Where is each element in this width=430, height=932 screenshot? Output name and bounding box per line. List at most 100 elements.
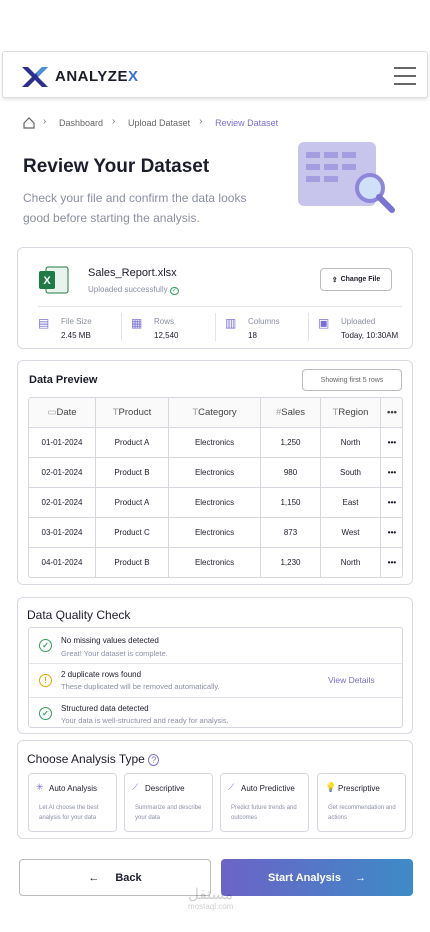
logo-accent: X — [127, 68, 139, 85]
status-icon: ✓ — [39, 706, 52, 720]
table-cell: 873 — [261, 518, 321, 548]
file-name: Sales_Report.xlsx — [88, 267, 177, 279]
quality-item: ✓ No missing values detected Great! Your d… — [29, 628, 402, 664]
row-menu[interactable]: ••• — [381, 458, 402, 488]
analysis-option[interactable]: ✳ Auto Analysis Let AI choose the best ana… — [28, 773, 117, 832]
option-name: Descriptive — [145, 784, 185, 793]
back-button[interactable]: ← Back — [19, 859, 211, 896]
quality-item: ! 2 duplicate rows found These duplicated … — [29, 664, 402, 698]
table-cell: Electronics — [169, 548, 261, 577]
option-icon: ✳ — [36, 782, 44, 792]
start-button[interactable]: Start Analysis → — [221, 859, 413, 896]
table-cell: Product C — [96, 518, 169, 548]
stat-label: Uploaded — [341, 317, 376, 326]
option-name: Auto Predictive — [241, 784, 295, 793]
column-header: T Region — [321, 398, 381, 428]
excel-icon: X — [39, 266, 69, 294]
section-title: Data Preview — [29, 374, 98, 386]
page-title: Review Your Dataset — [23, 156, 210, 177]
analysis-option[interactable]: ⟋ Descriptive Summarize and describe your … — [124, 773, 213, 832]
home-icon[interactable] — [22, 116, 36, 130]
column-header: # Sales — [261, 398, 321, 428]
illustration — [298, 142, 395, 213]
breadcrumb-item[interactable]: Upload Dataset — [128, 118, 191, 128]
column-header: T Category — [169, 398, 261, 428]
option-icon: ⟋ — [132, 782, 139, 792]
stat-value: Today, 10:30AM — [341, 331, 399, 340]
svg-text:X: X — [43, 275, 51, 287]
table-cell: North — [321, 428, 381, 458]
table-cell: 1,250 — [261, 428, 321, 458]
change-file-button[interactable]: ⇪ Change File — [320, 268, 392, 291]
stat-icon: ▣ — [318, 316, 330, 330]
table-cell: 02-01-2024 — [29, 458, 96, 488]
divider — [38, 306, 402, 307]
table-cell: 04-01-2024 — [29, 548, 96, 577]
chevron: › — [199, 116, 203, 127]
option-description: Predict future trends and outcomes — [231, 805, 297, 821]
table-cell: Electronics — [169, 488, 261, 518]
stat-divider — [121, 313, 122, 341]
page-description: Check your file and confirm the data loo… — [23, 191, 247, 225]
row-menu[interactable]: ••• — [381, 488, 402, 518]
status-text: Uploaded successfully — [88, 285, 168, 294]
column-header: T Product — [96, 398, 169, 428]
option-name: Auto Analysis — [49, 784, 98, 793]
column-menu[interactable]: ••• — [381, 398, 402, 428]
table-cell: North — [321, 548, 381, 577]
option-icon: ⟋ — [228, 782, 235, 792]
table-cell: Electronics — [169, 518, 261, 548]
table-cell: Product B — [96, 548, 169, 577]
table-cell: 01-01-2024 — [29, 428, 96, 458]
option-icon: 💡 — [325, 782, 337, 792]
stat-label: File Size — [61, 317, 92, 326]
section-title: Data Quality Check — [27, 608, 131, 622]
logo: ANALYZEX — [55, 68, 138, 85]
stat-icon: ▦ — [131, 316, 143, 330]
analysis-option[interactable]: ⟋ Auto Predictive Predict future trends an… — [220, 773, 309, 832]
table-cell: 02-01-2024 — [29, 488, 96, 518]
breadcrumb-item[interactable]: Dashboard — [59, 118, 104, 128]
stat-label: Columns — [248, 317, 280, 326]
item-detail: These duplicated will be removed automat… — [61, 682, 220, 691]
header-text: Region — [338, 407, 369, 418]
table-cell: 980 — [261, 458, 321, 488]
header-text: Sales — [281, 407, 306, 418]
stat-label: Rows — [154, 317, 175, 326]
stat-value: 12,540 — [154, 331, 179, 340]
button-label: Change File — [340, 276, 381, 283]
row-menu[interactable]: ••• — [381, 518, 402, 548]
header-text: Category — [198, 407, 237, 418]
table-cell: Electronics — [169, 428, 261, 458]
stat-divider — [308, 313, 309, 341]
preview-card: Data Preview Showing first 5 rows ▭ Date… — [17, 360, 413, 585]
row-menu[interactable]: ••• — [381, 428, 402, 458]
status-icon: ! — [39, 674, 52, 687]
menu-button[interactable] — [393, 66, 417, 86]
logo-text: ANALYZE — [55, 68, 128, 85]
item-title: No missing values detected — [61, 636, 159, 645]
stat-value: 2.45 MB — [61, 331, 91, 340]
column-header: ▭ Date — [29, 398, 96, 428]
view-details-link[interactable]: View Details — [328, 675, 375, 685]
table-cell: Electronics — [169, 458, 261, 488]
table-cell: 03-01-2024 — [29, 518, 96, 548]
analysis-option[interactable]: 💡 Prescriptive Get recommendation and acti… — [317, 773, 406, 832]
stat-icon: ▤ — [38, 316, 50, 330]
watermark: مستقل — [188, 886, 233, 903]
row-menu[interactable]: ••• — [381, 548, 402, 577]
watermark: mostaql.com — [188, 902, 234, 911]
file-status: Uploaded successfully ✓ — [88, 285, 179, 295]
table-cell: Product A — [96, 488, 169, 518]
button-label: Back — [115, 871, 142, 884]
item-detail: Your data is well-structured and ready f… — [61, 716, 229, 725]
data-table: ▭ Date T Product T Category # Sales T Region… — [28, 397, 403, 578]
table-cell: West — [321, 518, 381, 548]
table-cell: Product B — [96, 458, 169, 488]
title-text: Choose Analysis Type — [27, 752, 145, 766]
stat-value: 18 — [248, 331, 257, 340]
item-title: 2 duplicate rows found — [61, 670, 142, 679]
quality-card: Data Quality Check ✓ No missing values de… — [17, 597, 413, 734]
analysis-card: Choose Analysis Type ? ✳ Auto Analysis Let… — [17, 740, 413, 839]
